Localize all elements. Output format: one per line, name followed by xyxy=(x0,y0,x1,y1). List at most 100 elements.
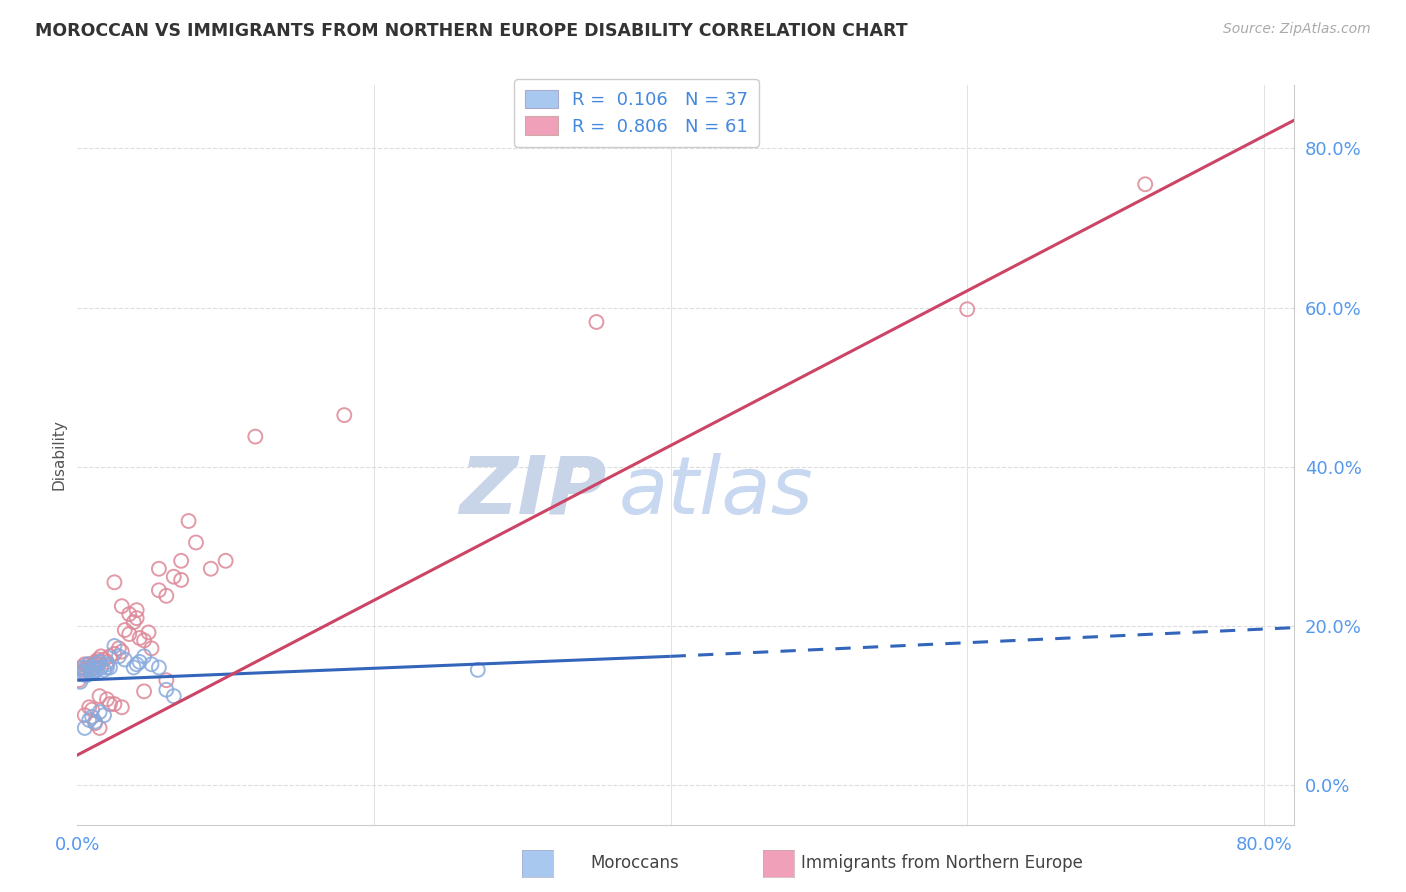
Point xyxy=(70,665,93,680)
Text: Immigrants from Northern Europe: Immigrants from Northern Europe xyxy=(801,855,1083,872)
Point xyxy=(1135,178,1157,192)
Point xyxy=(96,655,118,669)
Point xyxy=(75,668,97,682)
Point xyxy=(67,673,90,688)
Point xyxy=(90,660,112,674)
Point xyxy=(132,649,155,664)
Point xyxy=(73,721,96,735)
Point xyxy=(84,716,107,731)
Point xyxy=(141,641,163,656)
Point xyxy=(132,684,155,698)
Point xyxy=(103,639,125,653)
Point xyxy=(82,660,104,674)
Point xyxy=(84,714,107,729)
Point xyxy=(114,623,136,637)
Point xyxy=(125,611,148,625)
Point xyxy=(155,682,177,697)
Text: ZIP: ZIP xyxy=(458,453,606,531)
Point xyxy=(148,562,170,576)
Point xyxy=(77,713,100,727)
Point xyxy=(93,708,115,723)
Point xyxy=(93,663,115,677)
Point xyxy=(93,652,115,666)
Text: Moroccans: Moroccans xyxy=(591,855,679,872)
Point xyxy=(333,408,356,422)
Point xyxy=(73,665,96,680)
Point xyxy=(86,663,108,677)
Point xyxy=(77,660,100,674)
Point xyxy=(69,666,91,681)
Point xyxy=(125,603,148,617)
Point xyxy=(118,627,141,641)
Point xyxy=(122,615,145,629)
Point xyxy=(122,660,145,674)
Point xyxy=(177,514,200,528)
Point xyxy=(125,657,148,672)
Point xyxy=(170,573,193,587)
Point xyxy=(79,663,101,677)
Point xyxy=(79,663,101,677)
Point xyxy=(128,655,150,669)
Point xyxy=(184,535,207,549)
Point xyxy=(83,657,105,672)
Point xyxy=(214,554,236,568)
Point xyxy=(82,665,104,679)
Point xyxy=(98,697,121,711)
Point xyxy=(155,589,177,603)
Point xyxy=(138,625,160,640)
Point xyxy=(77,657,100,672)
Point xyxy=(467,663,489,677)
Point xyxy=(89,655,111,669)
Point xyxy=(96,692,118,706)
Point xyxy=(585,315,607,329)
Point xyxy=(77,700,100,714)
Point xyxy=(89,705,111,719)
Point xyxy=(82,710,104,724)
Text: Source: ZipAtlas.com: Source: ZipAtlas.com xyxy=(1223,22,1371,37)
Point xyxy=(75,663,97,677)
Point xyxy=(96,657,118,672)
Legend: R =  0.106   N = 37, R =  0.806   N = 61: R = 0.106 N = 37, R = 0.806 N = 61 xyxy=(515,79,759,146)
Point xyxy=(114,652,136,666)
Point xyxy=(72,660,94,674)
Point xyxy=(118,607,141,621)
Point xyxy=(83,665,105,680)
Point xyxy=(73,708,96,723)
Point xyxy=(98,649,121,664)
Point xyxy=(200,562,222,576)
Point xyxy=(87,652,110,666)
Point xyxy=(82,703,104,717)
Point xyxy=(90,649,112,664)
Point xyxy=(163,689,186,703)
Point xyxy=(170,554,193,568)
Point xyxy=(76,657,98,672)
Point xyxy=(76,660,98,674)
Point xyxy=(98,660,121,674)
Point xyxy=(89,689,111,703)
Point xyxy=(108,641,131,656)
Point xyxy=(132,633,155,648)
Point xyxy=(148,660,170,674)
Point xyxy=(111,599,134,614)
Point xyxy=(89,721,111,735)
Point xyxy=(141,657,163,672)
Text: MOROCCAN VS IMMIGRANTS FROM NORTHERN EUROPE DISABILITY CORRELATION CHART: MOROCCAN VS IMMIGRANTS FROM NORTHERN EUR… xyxy=(35,22,908,40)
Point xyxy=(103,647,125,661)
Point xyxy=(72,663,94,677)
Point xyxy=(87,657,110,672)
Point xyxy=(111,700,134,714)
Y-axis label: Disability: Disability xyxy=(51,419,66,491)
Point xyxy=(956,302,979,317)
Point xyxy=(103,575,125,590)
Point xyxy=(128,631,150,645)
Point xyxy=(84,655,107,669)
Point xyxy=(84,660,107,674)
Point xyxy=(155,673,177,688)
Point xyxy=(70,660,93,674)
Point xyxy=(69,674,91,689)
Point xyxy=(86,657,108,672)
Point xyxy=(245,429,267,443)
Point xyxy=(89,655,111,669)
Point xyxy=(73,657,96,672)
Point xyxy=(148,583,170,598)
